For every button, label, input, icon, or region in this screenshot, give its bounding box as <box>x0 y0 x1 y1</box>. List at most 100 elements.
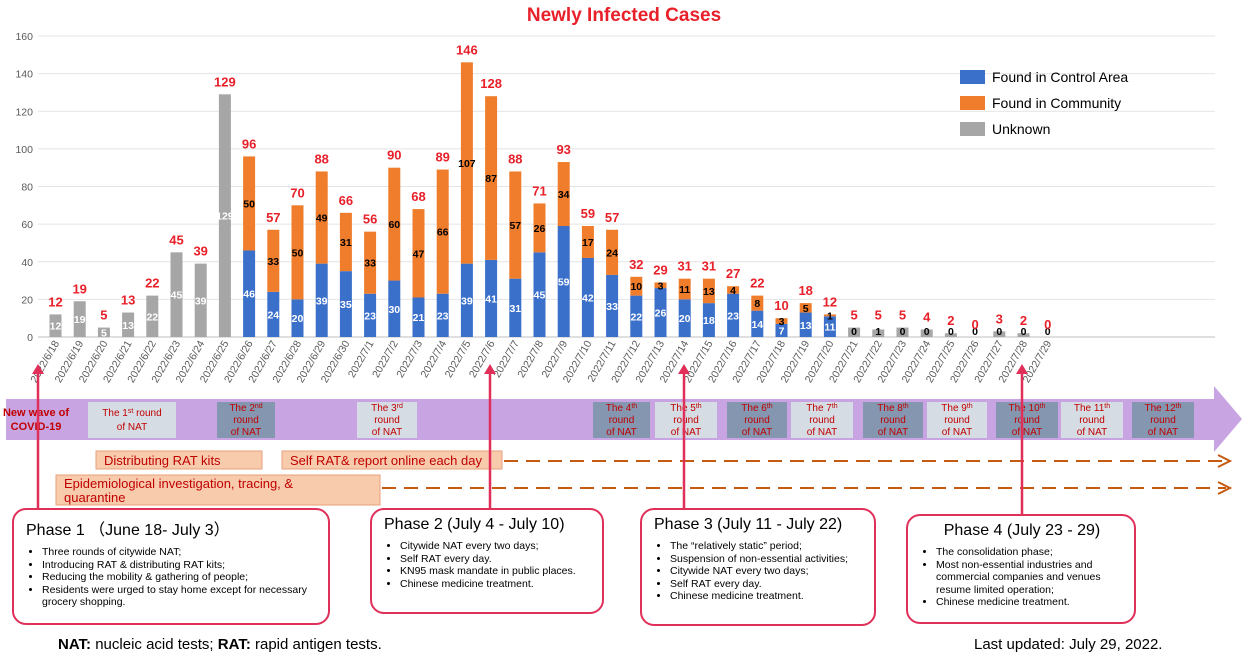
bar-segment <box>218 94 231 337</box>
bar-total-label: 12 <box>48 294 62 309</box>
ongoing-arrowhead <box>1217 481 1233 495</box>
legend-swatch <box>960 122 985 136</box>
bar-value-label: 45 <box>534 290 546 302</box>
measure-box <box>55 474 381 506</box>
bar-segment <box>557 162 570 227</box>
bar-total-label: 57 <box>605 210 619 225</box>
phase-3-item: Suspension of non-essential activities; <box>670 553 864 566</box>
bar-value-label: 46 <box>243 289 255 301</box>
measure-box <box>95 450 263 470</box>
nat-round-label: of NAT <box>878 427 908 438</box>
nat-round-box <box>1061 402 1123 438</box>
phase-3-item: Self RAT every day. <box>670 578 864 591</box>
phase-1-item: Reducing the mobility & gathering of peo… <box>42 571 318 584</box>
bar-value-label: 129 <box>216 211 234 223</box>
bar-total-label: 22 <box>750 276 764 291</box>
nat-round-label: The 4th <box>606 403 638 415</box>
bar-value-label: 17 <box>582 237 594 249</box>
bar-value-label: 20 <box>679 313 691 325</box>
bar-segment <box>727 293 740 337</box>
phase-2-item: Chinese medicine treatment. <box>400 578 592 591</box>
bar-segment <box>533 252 546 337</box>
nat-round-label: The 7th <box>806 403 838 415</box>
bar-value-label: 5 <box>803 303 809 315</box>
phase-1-box: Phase 1 （June 18- July 3） Three rounds o… <box>12 508 330 625</box>
nat-round-label: of NAT <box>671 427 701 438</box>
nat-round-label: round <box>609 415 635 426</box>
bar-value-label: 39 <box>461 295 473 307</box>
bar-segment <box>194 263 207 337</box>
bar-value-label: 0 <box>1021 326 1027 338</box>
bar-segment <box>896 327 909 337</box>
bar-value-label: 35 <box>340 299 352 311</box>
phase-4-item: Chinese medicine treatment. <box>936 596 1124 609</box>
bar-value-label: 22 <box>146 311 158 323</box>
last-updated: Last updated: July 29, 2022. <box>974 636 1163 653</box>
bar-value-label: 24 <box>267 309 279 321</box>
phase-1-item: Three rounds of citywide NAT; <box>42 546 318 559</box>
bar-value-label: 24 <box>606 247 618 259</box>
nat-round-label: The 6th <box>741 403 773 415</box>
legend-label: Found in Control Area <box>992 69 1128 85</box>
bar-value-label: 5 <box>101 327 107 339</box>
nat-round-label: round <box>880 415 906 426</box>
bar-total-label: 93 <box>556 142 570 157</box>
bar-value-label: 34 <box>558 189 570 201</box>
bar-segment <box>315 263 328 337</box>
nat-round-label: of NAT <box>742 427 772 438</box>
bar-total-label: 19 <box>72 281 86 296</box>
phase-4-title: Phase 4 (July 23 - 29) <box>943 522 1101 539</box>
bar-total-label: 57 <box>266 210 280 225</box>
y-tick-label: 40 <box>21 257 33 269</box>
phase-connector-arrowhead <box>1016 364 1028 374</box>
nat-round-label: The 9th <box>941 403 973 415</box>
nat-round-label: round <box>233 415 259 426</box>
phase-3-title: Phase 3 (July 11 - July 22) <box>654 516 843 533</box>
bar-segment <box>388 167 401 281</box>
phase-4-item: The consolidation phase; <box>936 546 1124 559</box>
nat-round-label: The 1st round <box>102 408 161 420</box>
bar-value-label: 0 <box>972 326 978 338</box>
bar-total-label: 5 <box>875 308 882 323</box>
bar-segment <box>920 329 933 337</box>
bar-segment <box>339 271 352 337</box>
phase-connector-arrowhead <box>32 364 44 374</box>
bar-total-label: 2 <box>947 313 954 328</box>
nat-round-box <box>727 402 787 438</box>
bar-segment <box>485 259 498 337</box>
measure-label: quarantine <box>64 490 125 505</box>
bar-value-label: 41 <box>485 293 497 305</box>
nat-round-label: of NAT <box>606 427 636 438</box>
nat-def: nucleic acid tests; <box>91 636 218 653</box>
ongoing-arrowhead <box>1217 454 1233 468</box>
bar-segment <box>412 209 425 298</box>
phase-2-item: KN95 mask mandate in public places. <box>400 565 592 578</box>
y-tick-label: 60 <box>21 219 33 231</box>
bar-value-label: 30 <box>388 304 400 316</box>
legend-label: Unknown <box>992 121 1050 137</box>
bar-segment <box>848 327 861 337</box>
bar-total-label: 32 <box>629 257 643 272</box>
bar-total-label: 5 <box>899 308 906 323</box>
bar-value-label: 3 <box>779 316 785 328</box>
bar-total-label: 90 <box>387 148 401 163</box>
nat-round-label: round <box>1079 415 1105 426</box>
bar-total-label: 56 <box>363 212 377 227</box>
bar-total-label: 3 <box>996 311 1003 326</box>
nat-round-label: of NAT <box>1077 427 1107 438</box>
nat-round-label: of NAT <box>117 422 147 433</box>
bar-segment <box>751 310 764 337</box>
bar-value-label: 33 <box>364 258 376 270</box>
bar-segment <box>509 278 522 337</box>
bar-total-label: 10 <box>774 298 788 313</box>
nat-abbr: NAT: <box>58 636 92 653</box>
x-axis: 2022/6/182022/6/192022/6/202022/6/212022… <box>28 338 1054 385</box>
bar-total-label: 89 <box>435 150 449 165</box>
phase-4-box: Phase 4 (July 23 - 29) The consolidation… <box>906 514 1136 624</box>
bar-segment <box>654 282 667 289</box>
phase-2-title: Phase 2 (July 4 - July 10) <box>384 516 565 533</box>
bar-segment <box>243 156 256 251</box>
bar-segment <box>678 299 691 337</box>
bar-value-label: 66 <box>437 227 449 239</box>
bar-value-label: 50 <box>243 198 255 210</box>
